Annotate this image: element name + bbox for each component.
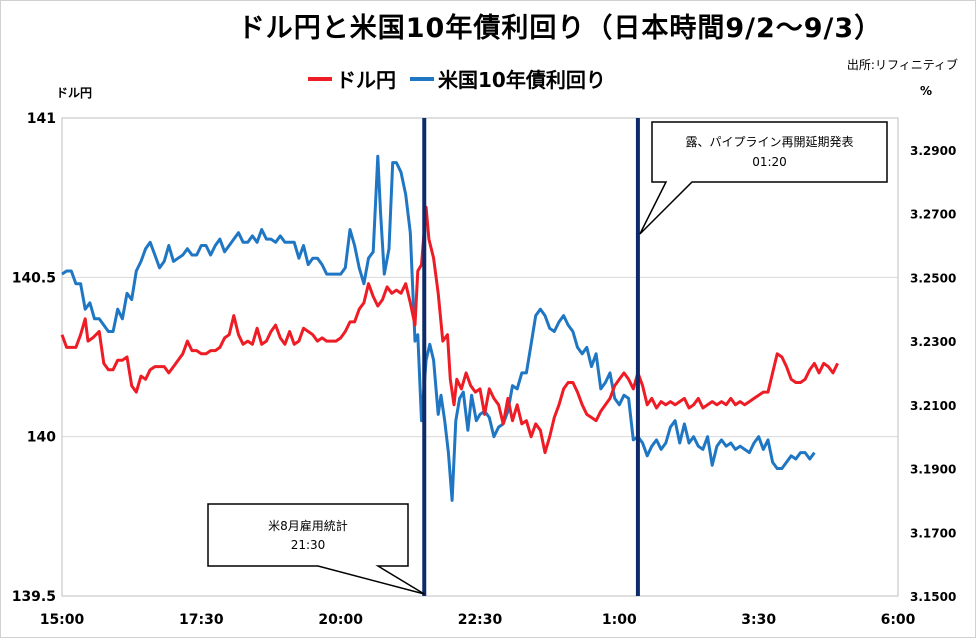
x-tick-label: 6:00 — [881, 612, 916, 628]
y-axis-left-label: ドル円 — [56, 86, 93, 100]
y-axis-right-label: % — [920, 84, 933, 98]
callout-jobs: 米8月雇用統計 21:30 — [207, 503, 425, 595]
legend-item-yield: 米国10年債利回り — [410, 64, 606, 93]
series-line-usdjpy — [60, 205, 839, 455]
legend-label-usdjpy: ドル円 — [336, 68, 396, 92]
x-tick-label: 20:00 — [318, 612, 363, 628]
legend-swatch-usdjpy — [308, 76, 332, 81]
plot-area — [61, 117, 899, 597]
legend-label-yield: 米国10年債利回り — [438, 68, 606, 92]
callout-russia-shape — [639, 121, 888, 235]
x-tick-label: 1:00 — [602, 612, 637, 628]
y-right-tick-label: 3.2900 — [910, 144, 956, 158]
legend-swatch-yield — [410, 76, 434, 81]
y-right-tick-label: 3.2300 — [910, 335, 956, 349]
y-left-tick-label: 140.5 — [12, 270, 56, 286]
chart-title: ドル円と米国10年債利回り（日本時間9/2〜9/3） — [237, 13, 883, 44]
source-note: 出所:リフィニティブ — [846, 58, 958, 72]
callout-russia-time: 01:20 — [752, 155, 787, 169]
y-right-tick-label: 3.1500 — [910, 590, 956, 604]
y-left-tick-label: 140 — [27, 430, 56, 446]
x-tick-label: 15:00 — [40, 612, 85, 628]
legend-item-usdjpy: ドル円 — [308, 64, 396, 93]
y-left-tick-label: 139.5 — [12, 589, 56, 605]
y-right-tick-label: 3.2700 — [910, 208, 956, 222]
callout-jobs-time: 21:30 — [291, 538, 326, 552]
x-tick-label: 3:30 — [741, 612, 776, 628]
y-right-tick-label: 3.2100 — [910, 399, 956, 413]
callout-russia: 露、パイプライン再開延期発表 01:20 — [639, 121, 888, 235]
callout-russia-label: 露、パイプライン再開延期発表 — [685, 135, 853, 149]
y-right-tick-label: 3.1900 — [910, 463, 956, 477]
callout-jobs-label: 米8月雇用統計 — [268, 518, 348, 533]
x-tick-label: 22:30 — [458, 612, 503, 628]
legend: ドル円 米国10年債利回り — [308, 64, 620, 93]
y-right-tick-label: 3.2500 — [910, 271, 956, 285]
x-tick-label: 17:30 — [179, 612, 224, 628]
callout-jobs-shape — [207, 503, 425, 595]
y-left-tick-label: 141 — [27, 111, 56, 127]
y-right-tick-label: 3.1700 — [910, 526, 956, 540]
series-line-yield — [61, 154, 816, 502]
